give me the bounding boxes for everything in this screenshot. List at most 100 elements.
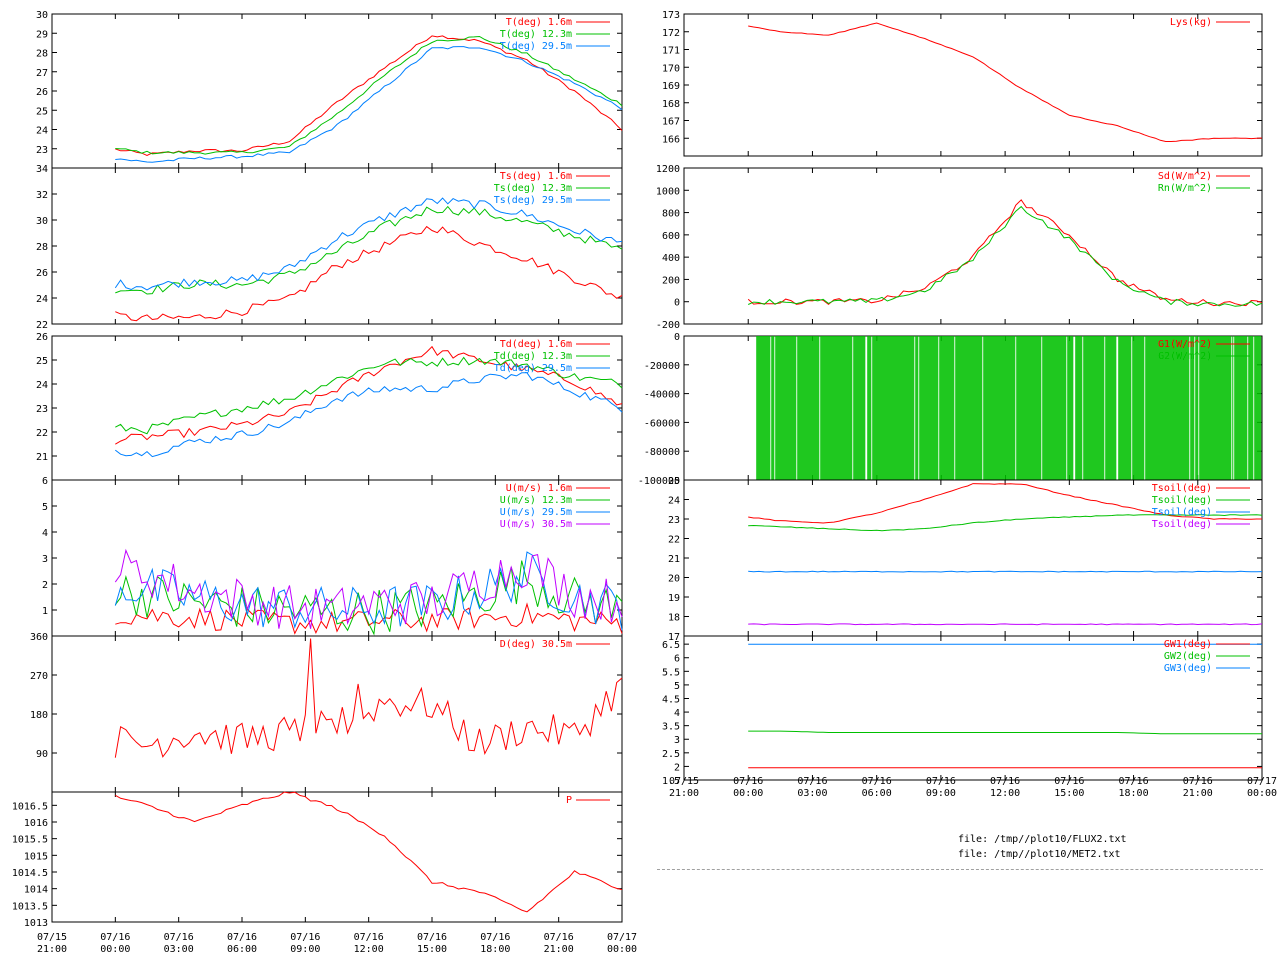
y-tick-label: 18 [668,613,680,624]
x-tick-date-left: 07/16 [290,932,320,943]
y-tick-label: 24 [36,126,48,137]
x-tick-date-right: 07/16 [1119,776,1149,787]
y-tick-label: 172 [662,28,680,39]
panel-frame-left-direction [51,635,623,793]
y-tick-label: 1015.5 [12,835,48,846]
x-tick-date-right: 07/16 [797,776,827,787]
y-tick-label: 25 [36,106,48,117]
x-tick-date-left: 07/16 [227,932,257,943]
y-tick-label: 1000 [656,186,680,197]
y-tick-label: 22 [36,428,48,439]
y-tick-label: 23 [36,404,48,415]
y-tick-label: 19 [668,593,680,604]
legend-entry: Ts(deg) 1.6m [500,171,572,182]
series-line [748,570,1263,573]
dashed-separator [657,869,1263,870]
legend-entry: U(m/s) 1.6m [506,483,572,494]
x-tick-date-right: 07/15 [669,776,699,787]
panel-frame-right-lys [683,13,1263,157]
y-tick-label: 3 [42,554,48,565]
y-tick-label: 26 [36,268,48,279]
y-tick-label: 24 [36,294,48,305]
y-tick-label: 26 [36,87,48,98]
y-tick-label: 0 [674,332,680,343]
legend-entry: P [566,795,572,806]
series-line [114,548,623,629]
y-tick-label: 24 [36,380,48,391]
x-tick-date-left: 07/16 [480,932,510,943]
x-tick-time-right: 03:00 [797,788,827,799]
legend-entry: Td(deg) 12.3m [494,351,572,362]
y-tick-label: 25 [668,476,680,487]
y-tick-label: 2 [674,762,680,773]
x-tick-date-left: 07/16 [417,932,447,943]
y-tick-label: 800 [662,209,680,220]
y-tick-label: 170 [662,63,680,74]
y-tick-label: 173 [662,10,680,21]
y-tick-label: 3.5 [662,722,680,733]
y-tick-label: 30 [36,10,48,21]
series-line [115,46,623,163]
x-tick-time-right: 18:00 [1119,788,1149,799]
y-tick-label: 168 [662,99,680,110]
series-line [748,730,1262,735]
series-G2(W/m^2) [756,336,1262,480]
y-tick-label: 24 [668,496,680,507]
y-tick-label: 5.5 [662,667,680,678]
y-tick-label: 5 [42,502,48,513]
legend-entry: Sd(W/m^2) [1158,171,1212,182]
x-tick-time-left: 09:00 [290,944,320,955]
x-tick-date-left: 07/15 [37,932,67,943]
y-tick-label: 1014.5 [12,868,48,879]
x-tick-date-left: 07/16 [544,932,574,943]
y-tick-label: -100000 [638,476,680,487]
series-line [747,205,1263,307]
x-tick-time-right: 00:00 [1247,788,1277,799]
legend-entry: Ts(deg) 12.3m [494,183,572,194]
y-tick-label: 32 [36,190,48,201]
y-tick-label: 5 [674,681,680,692]
x-tick-time-left: 00:00 [607,944,637,955]
y-tick-label: 34 [36,164,48,175]
legend-entry: D(deg) 30.5m [500,639,572,650]
series-line [115,35,623,157]
y-tick-label: -80000 [644,447,680,458]
y-tick-label: 4 [42,528,48,539]
x-tick-time-right: 15:00 [1054,788,1084,799]
x-tick-date-right: 07/16 [926,776,956,787]
y-tick-label: 1 [42,606,48,617]
legend-entry: U(m/s) 12.3m [500,495,572,506]
y-tick-label: -20000 [644,361,680,372]
panel-frame-right-groundwater [683,635,1263,781]
file-label-met: file: /tmp//plot10/MET2.txt [958,849,1121,860]
series-line [114,638,623,758]
y-tick-label: 1013 [24,918,48,929]
legend-entry: G2(W/m^2) [1158,351,1212,362]
series-line [748,22,1263,142]
x-tick-date-left: 07/16 [100,932,130,943]
legend-entry: Tsoil(deg) [1152,519,1212,530]
file-label-flux: file: /tmp//plot10/FLUX2.txt [958,834,1127,845]
x-tick-date-right: 07/16 [1054,776,1084,787]
series-line [748,514,1263,532]
y-tick-label: 2.5 [662,749,680,760]
y-tick-label: 1013.5 [12,901,48,912]
y-tick-label: 6 [674,654,680,665]
y-tick-label: -60000 [644,418,680,429]
y-tick-label: 29 [36,29,48,40]
y-tick-label: 25 [36,356,48,367]
y-tick-label: 600 [662,231,680,242]
x-tick-time-left: 21:00 [37,944,67,955]
y-tick-label: 171 [662,46,680,57]
x-tick-date-left: 07/16 [354,932,384,943]
y-tick-label: 28 [36,242,48,253]
legend-entry: T(deg) 12.3m [500,29,572,40]
y-tick-label: 20 [668,574,680,585]
y-tick-label: 6.5 [662,640,680,651]
x-tick-time-right: 09:00 [926,788,956,799]
series-line [747,199,1263,307]
series-line [115,356,623,435]
y-tick-label: 6 [42,476,48,487]
y-tick-label: -200 [656,320,680,331]
